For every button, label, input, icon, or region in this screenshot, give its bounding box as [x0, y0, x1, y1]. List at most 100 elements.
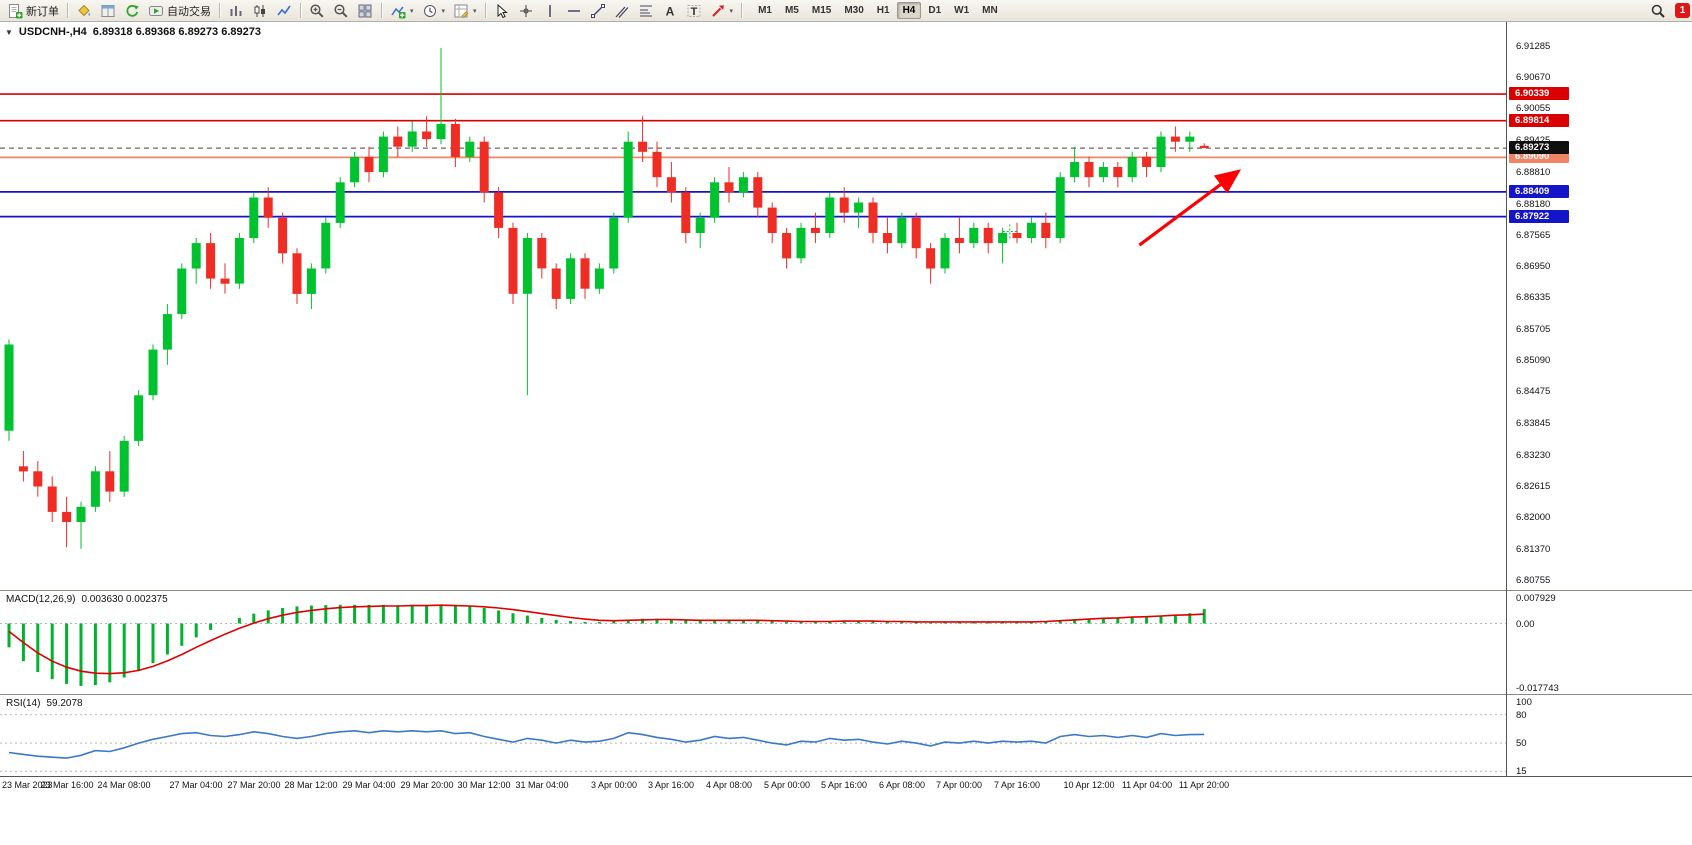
- collapse-icon[interactable]: ▼: [5, 27, 13, 37]
- periods-button[interactable]: ▾: [418, 1, 450, 20]
- window-layout-icon: [100, 3, 116, 19]
- time-axis-label: 29 Mar 04:00: [342, 780, 396, 790]
- notification-badge[interactable]: 1: [1675, 3, 1690, 18]
- price-tick-label: 6.85090: [1516, 355, 1551, 366]
- price-line-badge: 6.87922: [1509, 210, 1569, 223]
- refresh-button[interactable]: [120, 1, 144, 20]
- main-chart-canvas[interactable]: ▼ USDCNH-,H4 6.89318 6.89368 6.89273 6.8…: [0, 22, 1506, 590]
- time-axis-label: 7 Apr 00:00: [935, 780, 983, 790]
- price-axis[interactable]: 6.91285 6.90670 6.90055 6.89425 6.88810 6.881…: [1506, 22, 1692, 777]
- candles: [4, 47, 1209, 549]
- vertical-line-icon: [542, 3, 558, 19]
- main-chart-svg[interactable]: [0, 22, 1506, 590]
- timeframe-m1-button[interactable]: M1: [752, 2, 778, 19]
- chevron-down-icon: ▾: [729, 7, 734, 15]
- autotrading-icon: [148, 3, 164, 19]
- autotrading-label: 自动交易: [167, 5, 211, 18]
- price-tick-label: 6.90055: [1516, 103, 1551, 114]
- cursor-button[interactable]: [490, 1, 514, 20]
- price-line-badge: 6.89814: [1509, 114, 1569, 127]
- macd-panel[interactable]: MACD(12,26,9) 0.003630 0.002375: [0, 592, 1506, 694]
- templates-button[interactable]: ▾: [449, 1, 481, 20]
- clock-icon: [422, 3, 438, 19]
- indicators-button[interactable]: ▾: [386, 1, 418, 20]
- panel-divider[interactable]: [0, 694, 1692, 697]
- chart-symbol-label: USDCNH-,H4: [18, 26, 87, 38]
- toolbar-separator: [741, 3, 743, 18]
- toolbar-separator: [67, 3, 68, 18]
- text-icon: A: [662, 3, 678, 19]
- horizontal-line-icon: [566, 3, 582, 19]
- timeframe-h4-button[interactable]: H4: [896, 2, 922, 19]
- text-button[interactable]: A: [658, 1, 682, 20]
- price-tick-label: 6.87565: [1516, 230, 1551, 241]
- text-label-button[interactable]: T: [682, 1, 706, 20]
- price-tick-label: 6.88810: [1516, 167, 1551, 178]
- price-line-badge: 6.89273: [1509, 141, 1569, 154]
- trendline-button[interactable]: [586, 1, 610, 20]
- new-order-button[interactable]: 新订单: [3, 1, 63, 20]
- fibonacci-icon: [638, 3, 654, 19]
- time-axis-label: 7 Apr 16:00: [993, 780, 1041, 790]
- timeframe-m5-button[interactable]: M5: [779, 2, 805, 19]
- price-tick-label: 6.83230: [1516, 450, 1551, 461]
- time-axis-label: 28 Mar 12:00: [284, 780, 338, 790]
- arrows-button[interactable]: ▾: [706, 1, 738, 20]
- time-axis-label: 11 Apr 04:00: [1121, 780, 1173, 790]
- vertical-line-button[interactable]: [538, 1, 562, 20]
- price-tick-label: 6.85705: [1516, 324, 1551, 335]
- macd-axis-label: 0.00: [1516, 619, 1535, 630]
- timeframe-d1-button[interactable]: D1: [922, 2, 947, 19]
- paint-bucket-icon: [76, 3, 92, 19]
- price-tick-label: 6.86950: [1516, 261, 1551, 272]
- chevron-down-icon: ▾: [410, 7, 414, 15]
- fibonacci-button[interactable]: [634, 1, 658, 20]
- toolbar-separator: [219, 3, 220, 18]
- search-button[interactable]: [1646, 1, 1670, 20]
- toolbar-separator: [484, 3, 486, 18]
- time-axis-label: 23 Mar 2023: [2, 780, 53, 790]
- price-line-badge: 6.88409: [1509, 185, 1569, 198]
- time-axis-label: 5 Apr 16:00: [820, 780, 868, 790]
- time-axis-label: 3 Apr 16:00: [647, 780, 695, 790]
- rsi-panel[interactable]: RSI(14) 59.2078: [0, 696, 1506, 776]
- candlestick-chart-button[interactable]: [248, 1, 272, 20]
- time-axis-label: 27 Mar 04:00: [169, 780, 223, 790]
- rsi-plot: [0, 696, 1506, 781]
- timeframe-w1-button[interactable]: W1: [948, 2, 975, 19]
- tile-windows-icon: [357, 3, 373, 19]
- bar-chart-button[interactable]: [224, 1, 248, 20]
- zoom-out-button[interactable]: [329, 1, 353, 20]
- line-chart-button[interactable]: [272, 1, 296, 20]
- zoom-in-button[interactable]: [305, 1, 329, 20]
- timeframe-m15-button[interactable]: M15: [806, 2, 837, 19]
- autotrading-button[interactable]: 自动交易: [144, 1, 215, 20]
- arrow-annotation[interactable]: [1138, 169, 1242, 247]
- price-tick-label: 6.86335: [1516, 292, 1551, 303]
- price-tick-label: 6.81370: [1516, 544, 1551, 555]
- timeframe-mn-button[interactable]: MN: [976, 2, 1004, 19]
- horizontal-line-button[interactable]: [562, 1, 586, 20]
- time-axis[interactable]: 23 Mar 2023 23 Mar 16:00 24 Mar 08:00 27 Ma…: [0, 776, 1692, 795]
- candlestick-chart-icon: [252, 3, 268, 19]
- crosshair-button[interactable]: [514, 1, 538, 20]
- price-tick-label: 6.91285: [1516, 41, 1551, 52]
- macd-values: 0.003630 0.002375: [81, 594, 168, 605]
- profiles-button[interactable]: [96, 1, 120, 20]
- chart-colors-button[interactable]: [72, 1, 96, 20]
- chart-window: ▼ USDCNH-,H4 6.89318 6.89368 6.89273 6.8…: [0, 22, 1692, 845]
- bar-chart-icon: [228, 3, 244, 19]
- macd-svg[interactable]: [0, 592, 1506, 694]
- zoom-in-icon: [309, 3, 325, 19]
- rsi-svg[interactable]: [0, 696, 1506, 776]
- rsi-axis-label: 80: [1516, 710, 1527, 721]
- time-axis-label: 5 Apr 00:00: [763, 780, 811, 790]
- candlestick-plot[interactable]: [0, 22, 1506, 595]
- timeframe-m30-button[interactable]: M30: [838, 2, 869, 19]
- tile-windows-button[interactable]: [353, 1, 377, 20]
- panel-divider[interactable]: [0, 590, 1692, 593]
- macd-histogram: [7, 604, 1206, 686]
- channel-button[interactable]: [610, 1, 634, 20]
- timeframe-h1-button[interactable]: H1: [871, 2, 896, 19]
- text-label-icon: T: [686, 3, 702, 19]
